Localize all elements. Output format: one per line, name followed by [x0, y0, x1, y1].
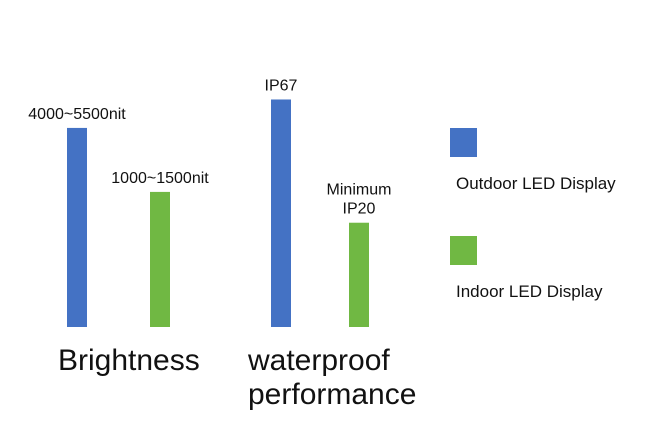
data-label-outdoor-led-display-0: 4000~5500nit: [28, 106, 126, 123]
legend-label-indoor-led-display: Indoor LED Display: [456, 282, 603, 301]
category-label-0: Brightness: [58, 344, 200, 377]
legend-swatch-outdoor-led-display: [450, 128, 477, 157]
legend-swatch-indoor-led-display: [450, 236, 477, 265]
bar-indoor-led-display-0: [150, 191, 170, 327]
bar-outdoor-led-display-1: [271, 99, 291, 327]
data-label-outdoor-led-display-1: IP67: [265, 77, 298, 94]
data-label-indoor-led-display-0: 1000~1500nit: [111, 170, 209, 187]
category-label-1: waterproof performance: [247, 344, 416, 411]
legend-label-outdoor-led-display: Outdoor LED Display: [456, 174, 616, 193]
bar-indoor-led-display-1: [349, 222, 369, 327]
data-label-indoor-led-display-1: Minimum IP20: [327, 182, 392, 218]
bar-outdoor-led-display-0: [67, 127, 87, 327]
